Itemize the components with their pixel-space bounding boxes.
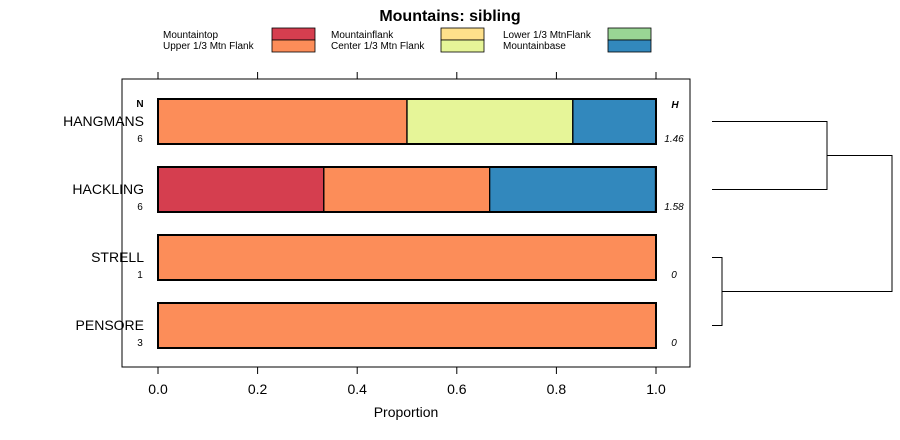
y-tick-label-hackling: HACKLING bbox=[72, 181, 144, 197]
bar-hackling-upper-1-3-mtn-flank bbox=[323, 166, 491, 213]
bar-strell-upper-1-3-mtn-flank bbox=[157, 234, 657, 281]
legend-label-center-1-3-mtn-flank: Center 1/3 Mtn Flank bbox=[331, 41, 425, 52]
legend-label-lower-1-3-mtnflank: Lower 1/3 MtnFlank bbox=[503, 30, 592, 41]
dendro-branch-strell-pensore bbox=[712, 257, 723, 326]
bar-hangmans-center-1-3-mtn-flank bbox=[406, 98, 574, 145]
n-value-hangmans: 6 bbox=[137, 134, 143, 145]
labels-group: N H HANGMANS 6 1.46 HACKLING 6 1.58 STRELL 1 0 PENS… bbox=[63, 99, 684, 349]
bars-group bbox=[157, 98, 657, 349]
x-tick-label-0-0: 0.0 bbox=[148, 381, 168, 397]
x-tick-label-0-2: 0.2 bbox=[248, 381, 268, 397]
h-value-strell: 0 bbox=[671, 270, 677, 281]
x-tick-label-0-6: 0.6 bbox=[447, 381, 467, 397]
x-axis-label: Proportion bbox=[374, 404, 439, 420]
plot-frame bbox=[121, 78, 691, 368]
x-tick-label-1-0: 1.0 bbox=[646, 381, 666, 397]
chart-title: Mountains: sibling bbox=[379, 8, 520, 25]
dendro-branch-root bbox=[722, 155, 893, 292]
legend-swatch-lower-1-3-mtnflank bbox=[607, 27, 652, 41]
x-tick-label-0-4: 0.4 bbox=[347, 381, 367, 397]
legend-swatch-mountainflank bbox=[440, 27, 485, 41]
bar-hackling-mountaintop bbox=[157, 166, 325, 213]
x-tick-label-0-8: 0.8 bbox=[547, 381, 567, 397]
n-header: N bbox=[136, 99, 143, 110]
y-tick-label-strell: STRELL bbox=[91, 249, 144, 265]
bar-hangmans-mountainbase bbox=[572, 98, 657, 145]
dendro-branch-hangmans-hackling bbox=[712, 121, 828, 190]
bar-outline-pensore bbox=[157, 302, 657, 349]
n-value-hackling: 6 bbox=[137, 202, 143, 213]
legend-label-mountaintop: Mountaintop bbox=[163, 30, 218, 41]
x-axis: 0.0 0.2 0.4 0.6 0.8 1.0 bbox=[148, 72, 666, 397]
legend-swatch-center-1-3-mtn-flank bbox=[440, 39, 485, 53]
y-tick-label-pensore: PENSORE bbox=[76, 317, 144, 333]
legend-label-upper-1-3-mtn-flank: Upper 1/3 Mtn Flank bbox=[163, 41, 255, 52]
bar-outline-strell bbox=[157, 234, 657, 281]
bar-hangmans-upper-1-3-mtn-flank bbox=[157, 98, 408, 145]
legend-swatch-mountainbase bbox=[607, 39, 652, 53]
h-header: H bbox=[671, 100, 679, 111]
bar-pensore-upper-1-3-mtn-flank bbox=[157, 302, 657, 349]
n-value-pensore: 3 bbox=[137, 338, 143, 349]
h-value-hangmans: 1.46 bbox=[664, 134, 684, 145]
legend-label-mountainflank: Mountainflank bbox=[331, 30, 394, 41]
bar-outline-hackling bbox=[157, 166, 657, 213]
h-value-hackling: 1.58 bbox=[664, 202, 684, 213]
dendrogram bbox=[712, 121, 893, 326]
h-value-pensore: 0 bbox=[671, 338, 677, 349]
n-value-strell: 1 bbox=[137, 270, 143, 281]
y-tick-label-hangmans: HANGMANS bbox=[63, 113, 144, 129]
legend-label-mountainbase: Mountainbase bbox=[503, 41, 566, 52]
bar-outline-hangmans bbox=[157, 98, 657, 145]
legend-swatch-upper-1-3-mtn-flank bbox=[271, 39, 316, 53]
bar-hackling-mountainbase bbox=[489, 166, 657, 213]
legend: Mountaintop Mountainflank Lower 1/3 MtnFla… bbox=[163, 27, 652, 53]
legend-swatch-mountaintop bbox=[271, 27, 316, 41]
